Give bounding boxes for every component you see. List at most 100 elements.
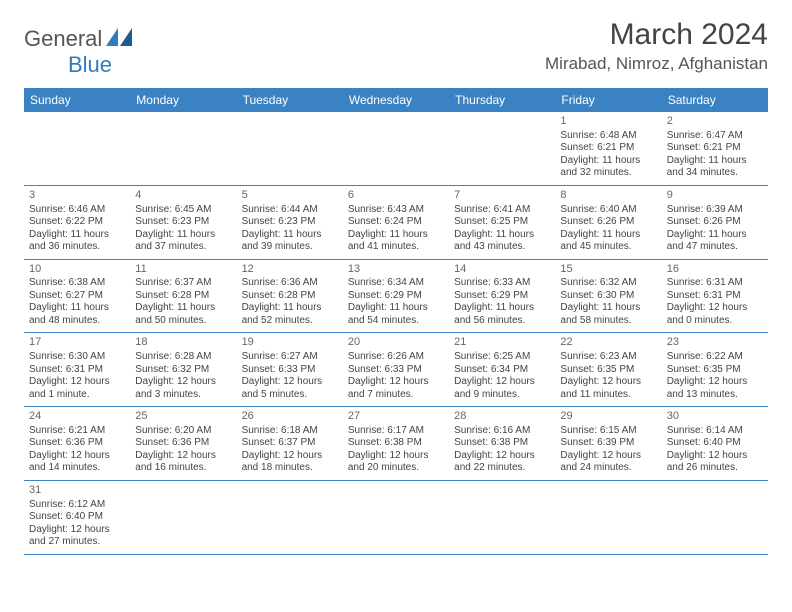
sunset-text: Sunset: 6:28 PM <box>135 290 231 303</box>
calendar-day: 7Sunrise: 6:41 AMSunset: 6:25 PMDaylight… <box>449 186 555 260</box>
sunset-text: Sunset: 6:26 PM <box>560 216 656 229</box>
daylight-text: Daylight: 12 hours and 3 minutes. <box>135 376 231 401</box>
sunset-text: Sunset: 6:23 PM <box>242 216 338 229</box>
daylight-text: Daylight: 12 hours and 16 minutes. <box>135 450 231 475</box>
logo-icon <box>106 26 134 52</box>
sunset-text: Sunset: 6:30 PM <box>560 290 656 303</box>
calendar-day: 8Sunrise: 6:40 AMSunset: 6:26 PMDaylight… <box>555 186 661 260</box>
sunrise-text: Sunrise: 6:48 AM <box>560 130 656 143</box>
sunrise-text: Sunrise: 6:47 AM <box>667 130 763 143</box>
day-number: 18 <box>135 336 231 350</box>
sunset-text: Sunset: 6:40 PM <box>29 511 125 524</box>
calendar-day: 21Sunrise: 6:25 AMSunset: 6:34 PMDayligh… <box>449 333 555 407</box>
sunset-text: Sunset: 6:21 PM <box>667 142 763 155</box>
sunset-text: Sunset: 6:26 PM <box>667 216 763 229</box>
sunset-text: Sunset: 6:38 PM <box>454 437 550 450</box>
calendar-empty <box>662 481 768 555</box>
calendar-empty <box>449 112 555 186</box>
day-number: 12 <box>242 263 338 277</box>
daylight-text: Daylight: 11 hours and 50 minutes. <box>135 302 231 327</box>
weekday-label: Wednesday <box>343 88 449 112</box>
daylight-text: Daylight: 12 hours and 14 minutes. <box>29 450 125 475</box>
sunrise-text: Sunrise: 6:38 AM <box>29 277 125 290</box>
weekday-label: Monday <box>130 88 236 112</box>
daylight-text: Daylight: 11 hours and 37 minutes. <box>135 229 231 254</box>
calendar-day: 3Sunrise: 6:46 AMSunset: 6:22 PMDaylight… <box>24 186 130 260</box>
calendar-day: 22Sunrise: 6:23 AMSunset: 6:35 PMDayligh… <box>555 333 661 407</box>
sunrise-text: Sunrise: 6:40 AM <box>560 204 656 217</box>
calendar-empty <box>237 112 343 186</box>
location: Mirabad, Nimroz, Afghanistan <box>545 54 768 74</box>
sunset-text: Sunset: 6:36 PM <box>29 437 125 450</box>
calendar-empty <box>555 481 661 555</box>
sunrise-text: Sunrise: 6:25 AM <box>454 351 550 364</box>
sunrise-text: Sunrise: 6:43 AM <box>348 204 444 217</box>
day-number: 29 <box>560 410 656 424</box>
calendar-week: 17Sunrise: 6:30 AMSunset: 6:31 PMDayligh… <box>24 333 768 407</box>
sunrise-text: Sunrise: 6:21 AM <box>29 425 125 438</box>
calendar-day: 27Sunrise: 6:17 AMSunset: 6:38 PMDayligh… <box>343 407 449 481</box>
sunset-text: Sunset: 6:22 PM <box>29 216 125 229</box>
daylight-text: Daylight: 11 hours and 52 minutes. <box>242 302 338 327</box>
daylight-text: Daylight: 12 hours and 1 minute. <box>29 376 125 401</box>
weekday-label: Thursday <box>449 88 555 112</box>
calendar-day: 17Sunrise: 6:30 AMSunset: 6:31 PMDayligh… <box>24 333 130 407</box>
calendar-week: 24Sunrise: 6:21 AMSunset: 6:36 PMDayligh… <box>24 407 768 481</box>
calendar-day: 24Sunrise: 6:21 AMSunset: 6:36 PMDayligh… <box>24 407 130 481</box>
calendar-day: 1Sunrise: 6:48 AMSunset: 6:21 PMDaylight… <box>555 112 661 186</box>
weekday-label: Sunday <box>24 88 130 112</box>
daylight-text: Daylight: 12 hours and 11 minutes. <box>560 376 656 401</box>
month-title: March 2024 <box>545 18 768 52</box>
weekday-label: Friday <box>555 88 661 112</box>
sunset-text: Sunset: 6:38 PM <box>348 437 444 450</box>
day-number: 8 <box>560 189 656 203</box>
daylight-text: Daylight: 12 hours and 27 minutes. <box>29 524 125 549</box>
calendar-day: 26Sunrise: 6:18 AMSunset: 6:37 PMDayligh… <box>237 407 343 481</box>
day-number: 25 <box>135 410 231 424</box>
sunrise-text: Sunrise: 6:17 AM <box>348 425 444 438</box>
calendar-empty <box>343 481 449 555</box>
sunset-text: Sunset: 6:34 PM <box>454 364 550 377</box>
sunset-text: Sunset: 6:23 PM <box>135 216 231 229</box>
calendar-day: 20Sunrise: 6:26 AMSunset: 6:33 PMDayligh… <box>343 333 449 407</box>
calendar-day: 6Sunrise: 6:43 AMSunset: 6:24 PMDaylight… <box>343 186 449 260</box>
daylight-text: Daylight: 12 hours and 26 minutes. <box>667 450 763 475</box>
daylight-text: Daylight: 12 hours and 5 minutes. <box>242 376 338 401</box>
day-number: 2 <box>667 115 763 129</box>
daylight-text: Daylight: 11 hours and 56 minutes. <box>454 302 550 327</box>
daylight-text: Daylight: 11 hours and 39 minutes. <box>242 229 338 254</box>
day-number: 23 <box>667 336 763 350</box>
calendar-day: 30Sunrise: 6:14 AMSunset: 6:40 PMDayligh… <box>662 407 768 481</box>
day-number: 19 <box>242 336 338 350</box>
daylight-text: Daylight: 11 hours and 41 minutes. <box>348 229 444 254</box>
sunrise-text: Sunrise: 6:39 AM <box>667 204 763 217</box>
weekday-header: SundayMondayTuesdayWednesdayThursdayFrid… <box>24 88 768 112</box>
calendar-day: 2Sunrise: 6:47 AMSunset: 6:21 PMDaylight… <box>662 112 768 186</box>
calendar-empty <box>237 481 343 555</box>
daylight-text: Daylight: 12 hours and 18 minutes. <box>242 450 338 475</box>
day-number: 24 <box>29 410 125 424</box>
day-number: 17 <box>29 336 125 350</box>
weekday-label: Saturday <box>662 88 768 112</box>
sunrise-text: Sunrise: 6:44 AM <box>242 204 338 217</box>
daylight-text: Daylight: 12 hours and 7 minutes. <box>348 376 444 401</box>
sunrise-text: Sunrise: 6:27 AM <box>242 351 338 364</box>
sunset-text: Sunset: 6:24 PM <box>348 216 444 229</box>
sunrise-text: Sunrise: 6:12 AM <box>29 499 125 512</box>
day-number: 9 <box>667 189 763 203</box>
sunset-text: Sunset: 6:29 PM <box>348 290 444 303</box>
calendar-week: 1Sunrise: 6:48 AMSunset: 6:21 PMDaylight… <box>24 112 768 186</box>
calendar-empty <box>24 112 130 186</box>
daylight-text: Daylight: 11 hours and 36 minutes. <box>29 229 125 254</box>
day-number: 6 <box>348 189 444 203</box>
calendar-day: 16Sunrise: 6:31 AMSunset: 6:31 PMDayligh… <box>662 260 768 334</box>
daylight-text: Daylight: 11 hours and 43 minutes. <box>454 229 550 254</box>
sunset-text: Sunset: 6:31 PM <box>667 290 763 303</box>
sunset-text: Sunset: 6:35 PM <box>667 364 763 377</box>
daylight-text: Daylight: 11 hours and 34 minutes. <box>667 155 763 180</box>
sunset-text: Sunset: 6:36 PM <box>135 437 231 450</box>
sunrise-text: Sunrise: 6:30 AM <box>29 351 125 364</box>
sunrise-text: Sunrise: 6:20 AM <box>135 425 231 438</box>
day-number: 31 <box>29 484 125 498</box>
daylight-text: Daylight: 12 hours and 13 minutes. <box>667 376 763 401</box>
